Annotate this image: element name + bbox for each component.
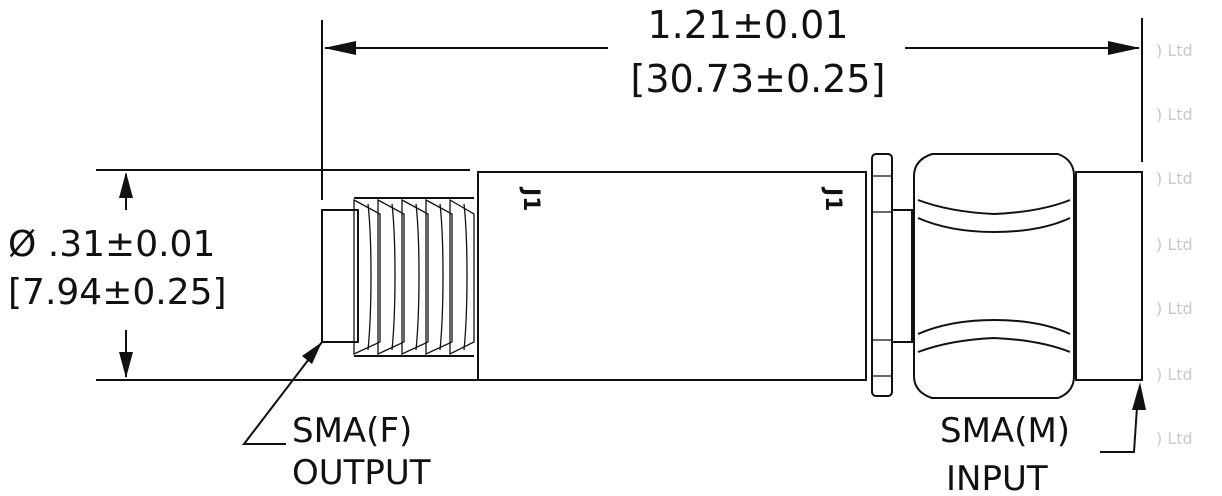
hex-flat-bottom bbox=[917, 336, 1071, 353]
output-leader-line bbox=[241, 341, 323, 445]
length-dimension: 1.21±0.01 [30.73±0.25] bbox=[321, 3, 1143, 200]
diameter-millimeters: [7.94±0.25] bbox=[8, 272, 227, 313]
input-connector-label: SMA(M) bbox=[940, 411, 1070, 451]
hex-edge-lower bbox=[917, 318, 1071, 335]
sma-male-coupling-nut bbox=[913, 153, 1143, 399]
sma-female-output bbox=[321, 197, 475, 357]
output-leader bbox=[241, 341, 323, 445]
hex-flat-top bbox=[917, 199, 1071, 216]
length-millimeters: [30.73±0.25] bbox=[631, 57, 886, 101]
output-tip bbox=[321, 209, 359, 343]
watermark-text: ) Ltd bbox=[1156, 429, 1193, 448]
length-inches: 1.21±0.01 bbox=[647, 3, 848, 47]
watermark-text: ) Ltd bbox=[1156, 235, 1193, 254]
output-leader-arrow bbox=[302, 342, 322, 364]
watermark-text: ) Ltd bbox=[1156, 169, 1193, 188]
connector-body: J1 J1 bbox=[477, 171, 867, 381]
body-marking-left: J1 bbox=[518, 186, 543, 212]
output-connector-label: SMA(F) bbox=[292, 411, 412, 451]
arrowhead-left bbox=[324, 41, 356, 55]
watermark-text: ) Ltd bbox=[1156, 299, 1193, 318]
diameter-dimension: Ø .31±0.01 [7.94±0.25] bbox=[8, 169, 478, 381]
input-tip bbox=[1075, 171, 1143, 381]
diameter-inches: Ø .31±0.01 bbox=[8, 224, 215, 265]
nut-outline bbox=[871, 153, 893, 397]
arrowhead-top bbox=[119, 172, 133, 198]
thread-ridges bbox=[353, 198, 475, 356]
arrowhead-right bbox=[1108, 41, 1140, 55]
watermark-column: ) Ltd ) Ltd ) Ltd ) Ltd ) Ltd ) Ltd ) Lt… bbox=[1156, 41, 1193, 448]
watermark-text: ) Ltd bbox=[1156, 41, 1193, 60]
input-leader-arrow bbox=[1132, 382, 1146, 410]
hex-edge-upper bbox=[917, 217, 1071, 234]
coupling-nut-outline bbox=[913, 153, 1075, 399]
watermark-text: ) Ltd bbox=[1156, 105, 1193, 124]
nut-collar bbox=[891, 209, 913, 343]
output-label: OUTPUT bbox=[292, 453, 431, 493]
watermark-text: ) Ltd bbox=[1156, 365, 1193, 384]
input-leader bbox=[1100, 382, 1146, 453]
body-marking-right: J1 bbox=[820, 186, 845, 212]
input-label: INPUT bbox=[946, 459, 1048, 496]
lock-nut bbox=[871, 153, 913, 397]
body-outline bbox=[477, 171, 867, 381]
arrowhead-bottom bbox=[119, 352, 133, 378]
input-leader-line bbox=[1100, 391, 1139, 453]
